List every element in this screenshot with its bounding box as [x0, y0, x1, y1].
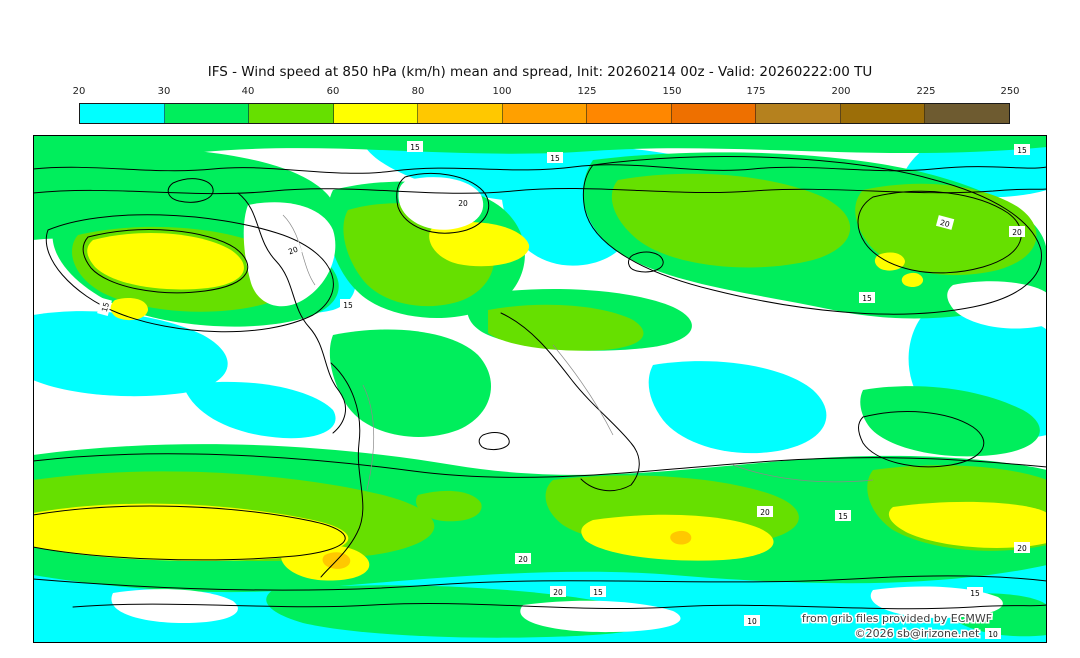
colorbar-tick-label: 200: [831, 86, 851, 97]
colorbar-tick-label: 150: [662, 86, 682, 97]
contour-label: 20: [1017, 544, 1027, 553]
world-wind-map: 15 15 15 20 20 15 20 20 15 20 15 20 20 1…: [33, 135, 1047, 643]
colorbar-tick-label: 250: [1000, 86, 1020, 97]
contour-label: 15: [100, 301, 111, 313]
colorbar-segment: [671, 104, 757, 123]
contour-label: 15: [1017, 146, 1027, 155]
contour-label: 15: [862, 294, 872, 303]
contour-label: 15: [343, 301, 353, 310]
contour-label: 10: [988, 630, 998, 639]
colorbar-tick-label: 80: [411, 86, 425, 97]
colorbar-segment: [587, 104, 672, 123]
colorbar-segment: [756, 104, 841, 123]
colorbar-segment: [925, 104, 1010, 123]
map-frame: [33, 135, 1047, 643]
contour-label: 20: [518, 555, 528, 564]
colorbar-segment: [249, 104, 334, 123]
calm-region-white: [111, 177, 1047, 633]
contour-label: 20: [553, 588, 563, 597]
colorbar-segment: [840, 104, 926, 123]
contour-labels: 15 15 15 20 20 15 20 20 15 20 15 20 20 1…: [97, 141, 1030, 639]
colorbar: [79, 103, 1010, 124]
colorbar-tick-label: 60: [326, 86, 340, 97]
colorbar-segment: [164, 104, 250, 123]
wind-region-chartreuse: [33, 173, 1047, 561]
contour-label: 20: [939, 218, 951, 229]
contour-label: 15: [970, 589, 980, 598]
contour-label: 20: [760, 508, 770, 517]
contour-label: 15: [838, 512, 848, 521]
chart-title: IFS - Wind speed at 850 hPa (km/h) mean …: [207, 64, 873, 80]
colorbar-segment: [80, 104, 165, 123]
colorbar-tick-label: 225: [916, 86, 936, 97]
colorbar-tick-label: 125: [577, 86, 597, 97]
colorbar-tick-label: 100: [492, 86, 512, 97]
contour-label: 15: [550, 154, 560, 163]
colorbar-segment: [333, 104, 419, 123]
colorbar-tick-row: 20 30 40 60 80 100 125 150 175 200 225 2…: [0, 86, 1080, 100]
colorbar-segment: [418, 104, 503, 123]
wind-region-yellow: [33, 222, 1047, 581]
colorbar-tick-label: 175: [746, 86, 766, 97]
contour-label: 10: [747, 617, 757, 626]
colorbar-tick-label: 40: [241, 86, 255, 97]
colorbar-tick-label: 20: [72, 86, 86, 97]
contour-label: 15: [593, 588, 603, 597]
border-lines: [282, 214, 874, 491]
contour-label: 20: [287, 245, 299, 257]
attribution-copyright: ©2026 sb@irizone.net: [855, 627, 980, 640]
contour-label: 20: [1012, 228, 1022, 237]
contour-lines: [33, 156, 1047, 610]
contour-label: 15: [410, 143, 420, 152]
colorbar-tick-label: 30: [157, 86, 171, 97]
colorbar-segment: [502, 104, 588, 123]
attribution-source: from grib files provided by ECMWF: [802, 612, 992, 625]
contour-label: 20: [458, 199, 468, 208]
